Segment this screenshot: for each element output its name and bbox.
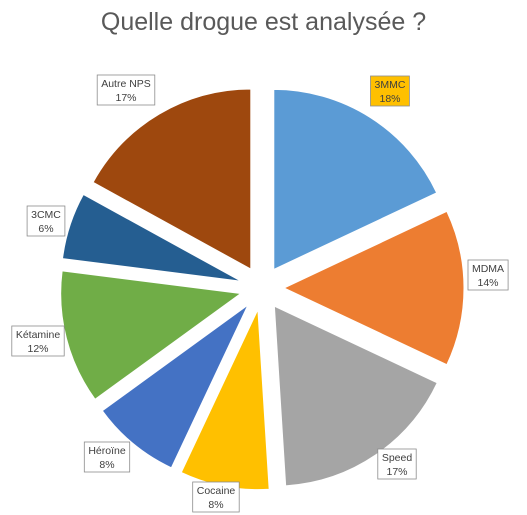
data-label-mdma: MDMA 14% bbox=[467, 259, 509, 291]
data-label-k-tamine: Kétamine 12% bbox=[11, 325, 65, 357]
data-label-h-ro-ne: Héroïne 8% bbox=[83, 441, 131, 473]
pie-slice-3mmc bbox=[273, 88, 438, 271]
pie-slice-autre-nps bbox=[92, 88, 252, 270]
data-label-name: Cocaine bbox=[197, 485, 236, 497]
pie-slice-h-ro-ne bbox=[101, 304, 249, 469]
data-label-value: 12% bbox=[27, 343, 48, 355]
data-label-cocaine: Cocaine 8% bbox=[192, 481, 240, 513]
data-label-speed: Speed 17% bbox=[377, 448, 417, 480]
data-label-value: 8% bbox=[99, 459, 114, 471]
data-label-value: 17% bbox=[386, 466, 407, 478]
data-label-name: Kétamine bbox=[16, 329, 61, 341]
data-label-name: Héroïne bbox=[88, 445, 126, 457]
data-label-value: 17% bbox=[115, 92, 136, 104]
data-label-value: 18% bbox=[379, 93, 400, 105]
pie-slice-3cmc bbox=[61, 193, 242, 282]
data-label-name: Speed bbox=[382, 452, 413, 464]
data-label-name: Autre NPS bbox=[101, 78, 151, 90]
data-label-value: 6% bbox=[38, 223, 53, 235]
data-label-3mmc: 3MMC 18% bbox=[370, 75, 410, 107]
data-label-name: 3CMC bbox=[31, 209, 61, 221]
pie-slice-mdma bbox=[282, 210, 465, 366]
pie-slice-k-tamine bbox=[60, 270, 243, 400]
data-label-name: 3MMC bbox=[375, 79, 406, 91]
data-label-autre-nps: Autre NPS 17% bbox=[96, 74, 156, 106]
chart-title: Quelle drogue est analysée ? bbox=[100, 8, 427, 36]
data-label-name: MDMA bbox=[472, 263, 504, 275]
pie-slice-speed bbox=[273, 305, 438, 487]
data-label-3cmc: 3CMC 6% bbox=[26, 205, 66, 237]
data-label-value: 14% bbox=[477, 277, 498, 289]
data-label-value: 8% bbox=[208, 499, 223, 511]
